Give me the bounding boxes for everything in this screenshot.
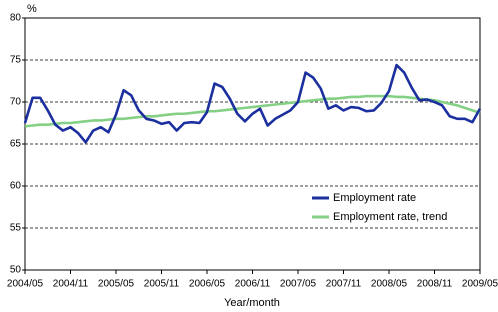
x-tick-label: 2007/11 xyxy=(326,279,362,290)
y-tick-label: 55 xyxy=(10,223,22,234)
x-tick-label: 2008/11 xyxy=(417,279,453,290)
legend-label: Employment rate xyxy=(333,192,416,204)
x-tick-label: 2009/05 xyxy=(462,279,498,290)
x-tick-label: 2007/05 xyxy=(280,279,317,290)
y-tick-label: 65 xyxy=(10,139,22,150)
x-axis-label: Year/month xyxy=(224,297,280,309)
y-tick-label: 60 xyxy=(10,181,22,192)
x-tick-label: 2004/11 xyxy=(53,279,89,290)
y-axis-label: % xyxy=(27,3,37,15)
series-line xyxy=(24,94,481,128)
x-tick-label: 2006/11 xyxy=(235,279,271,290)
legend-label: Employment rate, trend xyxy=(333,211,447,223)
x-tick-label: 2005/05 xyxy=(98,279,135,290)
y-tick-label: 80 xyxy=(10,13,22,24)
y-tick-label: 70 xyxy=(10,97,22,108)
x-tick-label: 2005/11 xyxy=(144,279,180,290)
x-tick-label: 2006/05 xyxy=(189,279,226,290)
y-tick-label: 50 xyxy=(10,265,22,276)
y-tick-label: 75 xyxy=(10,55,22,66)
series-line xyxy=(23,63,482,144)
x-tick-label: 2008/05 xyxy=(371,279,408,290)
x-tick-label: 2004/05 xyxy=(7,279,44,290)
